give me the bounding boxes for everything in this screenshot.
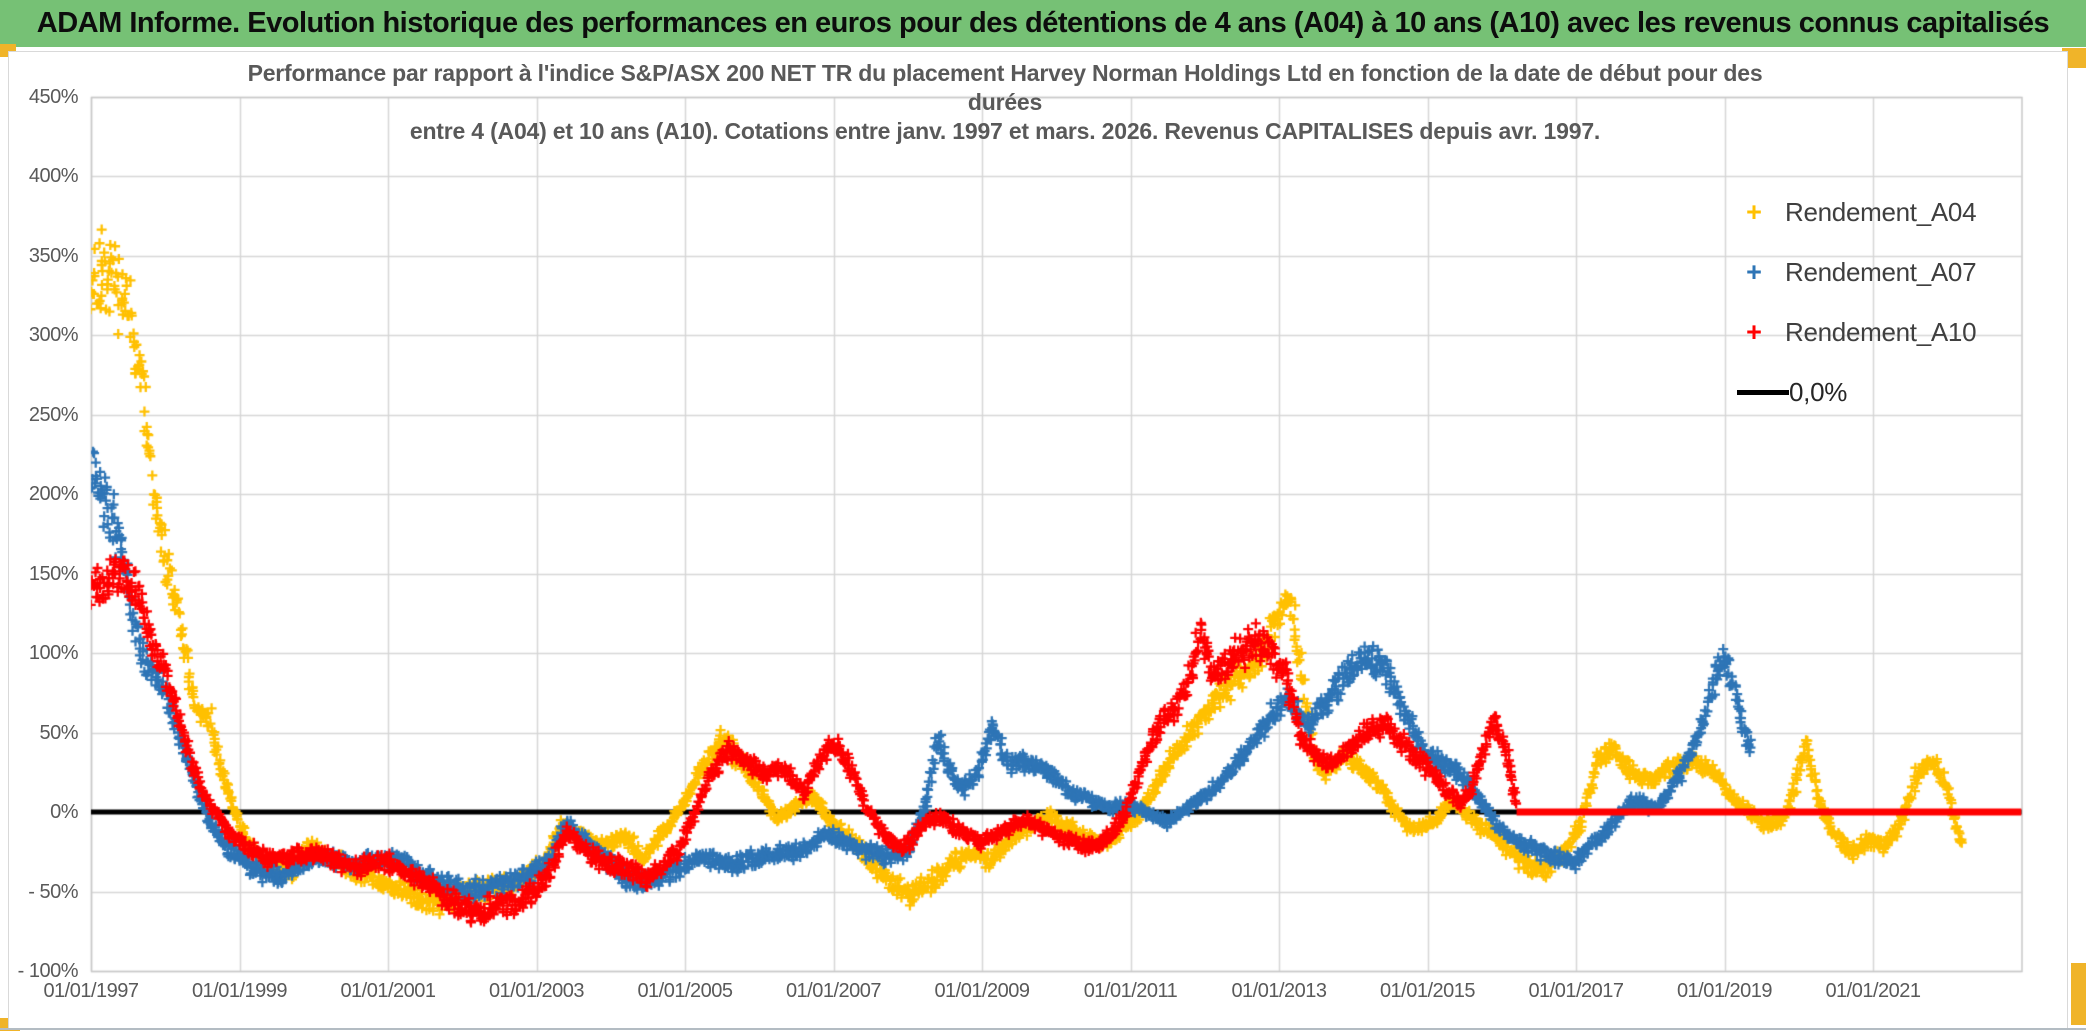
y-tick-label: 150% [28, 562, 79, 585]
legend-label: 0,0% [1789, 376, 1848, 407]
y-tick-label: 100% [28, 642, 79, 665]
legend-item-rendement-a07: + Rendement_A07 [1737, 242, 2067, 302]
x-tick-label: 01/01/2005 [637, 980, 733, 1002]
x-tick-label: 01/01/2011 [1083, 980, 1178, 1002]
legend-label: Rendement_A10 [1785, 316, 1977, 347]
legend-item-rendement-a10: + Rendement_A10 [1737, 302, 2067, 362]
y-tick-label: - 50% [28, 880, 78, 903]
x-tick-label: 01/01/2015 [1379, 980, 1476, 1002]
plus-marker-icon: + [1746, 256, 1762, 287]
x-tick-label: 01/01/2019 [1676, 980, 1773, 1002]
y-tick-label: 250% [28, 403, 79, 426]
x-tick-label: 01/01/1999 [191, 980, 288, 1002]
chart-title-line-1: Performance par rapport à l'indice S&P/A… [247, 60, 1763, 86]
y-tick-label: 0% [50, 801, 78, 824]
y-tick-label: 350% [28, 244, 79, 267]
plus-marker-icon: + [1746, 196, 1762, 227]
y-tick-label: 50% [39, 721, 78, 744]
chart-title: Performance par rapport à l'indice S&P/A… [170, 59, 1840, 146]
x-tick-label: 01/01/2007 [785, 980, 882, 1002]
x-tick-label: 01/01/2013 [1231, 980, 1327, 1002]
legend-item-zero-line: 0,0% [1737, 362, 2067, 422]
zero-line-sample-icon [1737, 389, 1789, 395]
x-tick-label: 01/01/2001 [340, 980, 436, 1002]
legend-label: Rendement_A07 [1785, 256, 1977, 287]
y-tick-label: 400% [28, 165, 79, 188]
legend: + Rendement_A04 + Rendement_A07 + Rendem… [1737, 182, 2067, 422]
y-tick-label: 450% [28, 86, 79, 108]
x-tick-label: 01/01/2003 [488, 980, 585, 1002]
chart-title-line-2: durées [967, 89, 1043, 115]
x-tick-label: 01/01/1997 [43, 980, 139, 1002]
y-tick-label: - 100% [17, 960, 79, 982]
plus-marker-icon: + [1746, 316, 1762, 347]
chart-title-line-3: entre 4 (A04) et 10 ans (A10). Cotations… [409, 118, 1601, 144]
y-tick-label: 200% [28, 483, 79, 506]
legend-label: Rendement_A04 [1785, 196, 1977, 227]
y-tick-label: 300% [28, 324, 79, 347]
bottom-divider [0, 1028, 2086, 1030]
x-tick-label: 01/01/2021 [1825, 980, 1921, 1002]
legend-item-rendement-a04: + Rendement_A04 [1737, 182, 2067, 242]
x-tick-label: 01/01/2009 [934, 980, 1030, 1002]
x-tick-label: 01/01/2017 [1528, 980, 1624, 1002]
